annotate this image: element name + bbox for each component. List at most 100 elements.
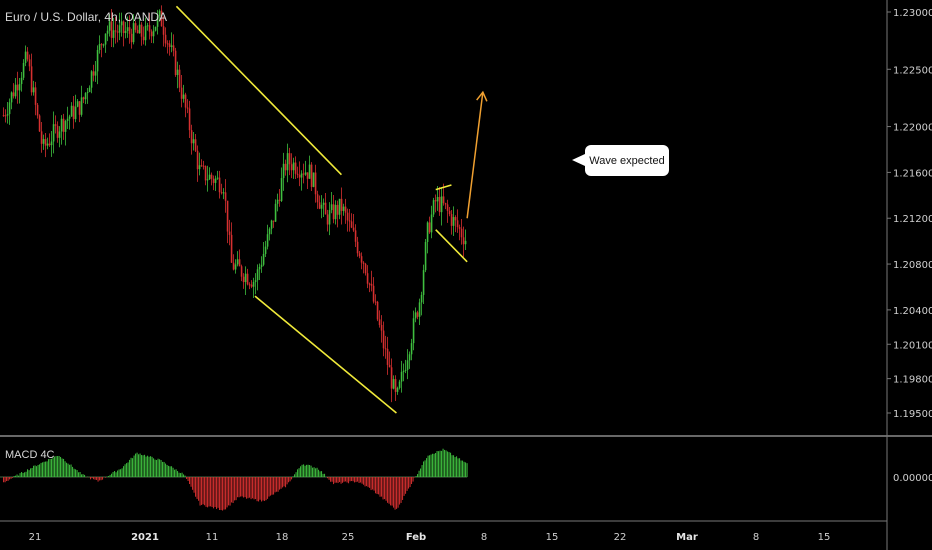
candle: [308, 155, 311, 179]
candle: [112, 17, 115, 48]
candle: [376, 300, 379, 322]
candle: [346, 208, 349, 232]
candle: [14, 78, 17, 99]
candle: [128, 15, 131, 44]
candle: [382, 321, 385, 357]
candle: [100, 43, 103, 58]
candle: [72, 96, 75, 129]
candle: [292, 157, 295, 179]
candle: [218, 170, 221, 199]
candle: [296, 166, 299, 179]
candle: [94, 60, 97, 82]
trendline[interactable]: [254, 295, 397, 414]
candle: [298, 161, 301, 187]
candle: [232, 254, 235, 271]
candle: [390, 358, 393, 403]
candle: [76, 98, 79, 108]
candle: [288, 147, 291, 176]
candle: [188, 100, 191, 138]
candle: [282, 152, 285, 191]
macd-histogram: [0, 448, 468, 511]
candle: [352, 213, 355, 232]
candle: [392, 375, 395, 390]
time-tick-label: 21: [29, 532, 42, 543]
candle: [180, 74, 183, 108]
candle: [412, 310, 415, 351]
candle: [226, 200, 229, 244]
candle: [136, 25, 139, 34]
candle: [230, 222, 233, 263]
candle: [196, 145, 199, 182]
candle: [266, 224, 269, 250]
candle: [64, 119, 67, 146]
candle: [84, 92, 87, 105]
candle: [462, 226, 465, 257]
price-candles: [2, 5, 467, 403]
trendline[interactable]: [435, 184, 452, 191]
candle: [44, 133, 47, 158]
candle: [464, 229, 467, 251]
candle: [334, 200, 337, 225]
candle: [398, 379, 401, 390]
candle: [22, 59, 25, 81]
candle: [120, 12, 123, 37]
candle: [406, 349, 409, 380]
price-tick-label: 1.21200: [893, 214, 932, 225]
candle: [36, 102, 39, 119]
candle: [190, 124, 193, 155]
candle: [340, 187, 343, 225]
candle: [192, 132, 195, 151]
candle: [362, 261, 365, 274]
candle: [104, 33, 107, 53]
candle: [420, 291, 423, 316]
candle: [132, 14, 135, 45]
candle: [68, 114, 71, 130]
candle: [388, 351, 391, 368]
candle: [172, 34, 175, 57]
candle: [160, 5, 163, 27]
candle: [144, 17, 147, 46]
candle: [62, 113, 65, 140]
candle: [422, 264, 425, 304]
projection-arrow[interactable]: [466, 92, 484, 219]
candle: [168, 40, 171, 56]
candle: [18, 77, 21, 104]
time-tick-label: 15: [818, 532, 831, 543]
time-tick-label: 25: [342, 532, 355, 543]
candle: [294, 156, 297, 180]
candle: [252, 277, 255, 298]
candle: [88, 85, 91, 93]
candle: [16, 71, 19, 104]
price-tick-label: 1.21600: [893, 168, 932, 179]
candle: [372, 277, 375, 304]
candle: [262, 242, 265, 267]
trendline[interactable]: [435, 229, 468, 263]
candle: [86, 87, 89, 104]
candle: [114, 17, 117, 44]
candle: [164, 27, 167, 48]
time-tick-label: Feb: [406, 532, 426, 543]
candle: [204, 165, 207, 186]
trendline[interactable]: [175, 5, 343, 176]
candle: [102, 43, 105, 48]
candle: [238, 249, 241, 267]
candle: [12, 83, 15, 99]
candle: [270, 219, 273, 235]
candle: [378, 310, 381, 328]
annotation-callout[interactable]: Wave expected: [572, 145, 669, 176]
candle: [326, 209, 329, 232]
candle: [440, 187, 443, 226]
candle: [330, 192, 333, 214]
candle: [356, 236, 359, 257]
candle: [344, 198, 347, 224]
candle: [216, 170, 219, 180]
candle: [322, 198, 325, 217]
candle: [10, 91, 13, 110]
time-tick-label: Mar: [676, 532, 698, 543]
candle: [2, 107, 5, 117]
candle: [312, 172, 315, 188]
candle: [20, 72, 23, 92]
candle: [304, 160, 307, 176]
candle: [30, 53, 33, 96]
